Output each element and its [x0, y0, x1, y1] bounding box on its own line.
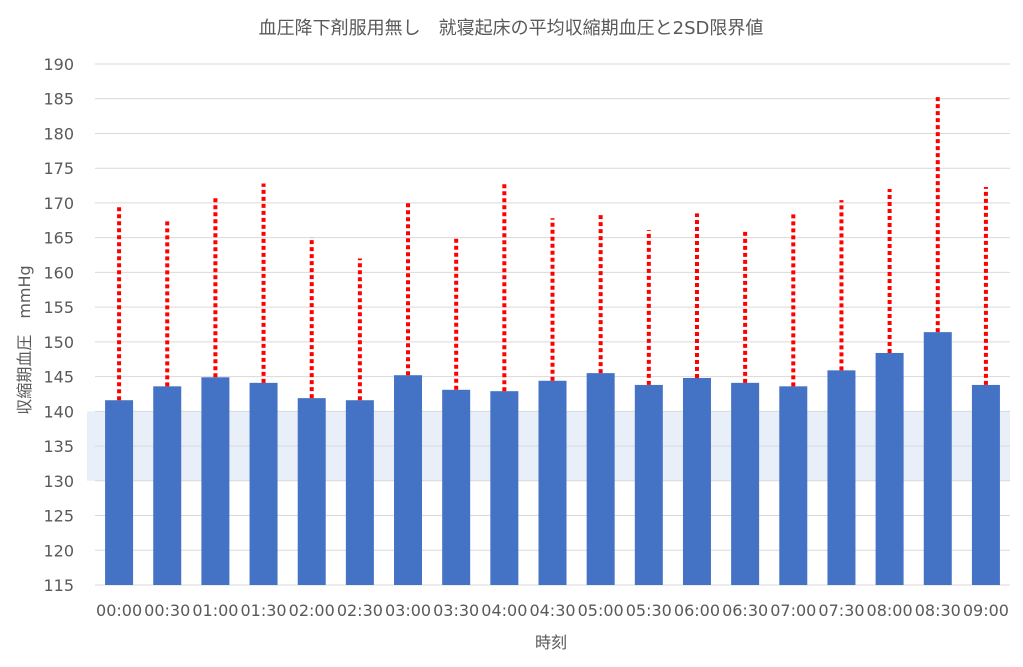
y-tick-label: 180 — [43, 124, 74, 143]
x-tick-label: 05:30 — [626, 601, 672, 620]
x-tick-label: 01:30 — [240, 601, 286, 620]
x-tick-label: 09:00 — [963, 601, 1009, 620]
x-axis-label: 時刻 — [535, 633, 567, 652]
bar — [971, 384, 1000, 585]
bar — [731, 382, 760, 585]
y-tick-label: 170 — [43, 194, 74, 213]
x-tick-label: 06:00 — [674, 601, 720, 620]
y-tick-label: 120 — [43, 541, 74, 560]
x-tick-label: 03:00 — [385, 601, 431, 620]
bar — [249, 382, 278, 585]
y-tick-label: 135 — [43, 437, 74, 456]
y-tick-label: 130 — [43, 472, 74, 491]
x-tick-label: 07:00 — [770, 601, 816, 620]
x-tick-label: 04:00 — [481, 601, 527, 620]
bar — [442, 389, 471, 585]
x-tick-label: 02:00 — [289, 601, 335, 620]
x-tick-label: 03:30 — [433, 601, 479, 620]
plot-area: 115 120 125 130 135 140 145 150 155 160 165 170 175 1… — [43, 55, 1010, 620]
y-tick-label: 125 — [43, 507, 74, 526]
chart-title: 血圧降下剤服用無し 就寝起床の平均収縮期血圧と2SD限界値 — [259, 18, 764, 39]
x-tick-label: 00:00 — [96, 601, 142, 620]
x-tick-label: 06:30 — [722, 601, 768, 620]
bar — [634, 384, 663, 585]
bar — [345, 400, 374, 585]
y-tick-label: 145 — [43, 368, 74, 387]
bar — [297, 398, 326, 585]
bar — [105, 400, 134, 585]
bar — [779, 386, 808, 585]
y-tick-label: 115 — [43, 576, 74, 595]
y-tick-label: 140 — [43, 402, 74, 421]
y-tick-label: 165 — [43, 229, 74, 248]
y-tick-label: 155 — [43, 298, 74, 317]
bar — [490, 391, 519, 585]
bar — [827, 370, 856, 585]
x-tick-label: 08:00 — [867, 601, 913, 620]
x-tick-label: 02:30 — [337, 601, 383, 620]
x-tick-label: 05:00 — [578, 601, 624, 620]
x-tick-label: 04:30 — [529, 601, 575, 620]
y-tick-label: 175 — [43, 159, 74, 178]
bar — [875, 352, 904, 585]
bar — [538, 380, 567, 585]
y-tick-label: 185 — [43, 90, 74, 109]
bar — [682, 377, 711, 585]
x-tick-label: 01:00 — [192, 601, 238, 620]
y-tick-label: 150 — [43, 333, 74, 352]
x-tick-label: 08:30 — [915, 601, 961, 620]
bar — [586, 373, 615, 585]
bar — [394, 375, 423, 585]
x-tick-label: 00:30 — [144, 601, 190, 620]
y-tick-label: 190 — [43, 55, 74, 74]
y-tick-label: 160 — [43, 263, 74, 282]
bar — [201, 377, 230, 585]
bar — [923, 332, 952, 585]
y-axis-label: 収縮期血圧 mmHg — [15, 265, 34, 414]
x-tick-label: 07:30 — [818, 601, 864, 620]
bar — [153, 386, 182, 585]
